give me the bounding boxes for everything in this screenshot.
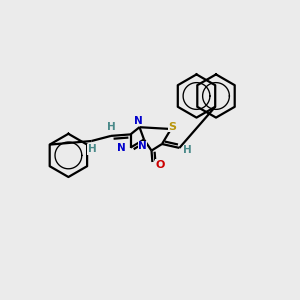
Text: S: S	[169, 122, 176, 132]
Text: H: H	[107, 122, 116, 133]
Text: N: N	[138, 141, 147, 151]
Text: H: H	[88, 144, 97, 154]
Text: O: O	[155, 160, 165, 170]
Text: H: H	[183, 145, 192, 155]
Text: N: N	[134, 116, 143, 126]
Text: N: N	[117, 142, 126, 153]
